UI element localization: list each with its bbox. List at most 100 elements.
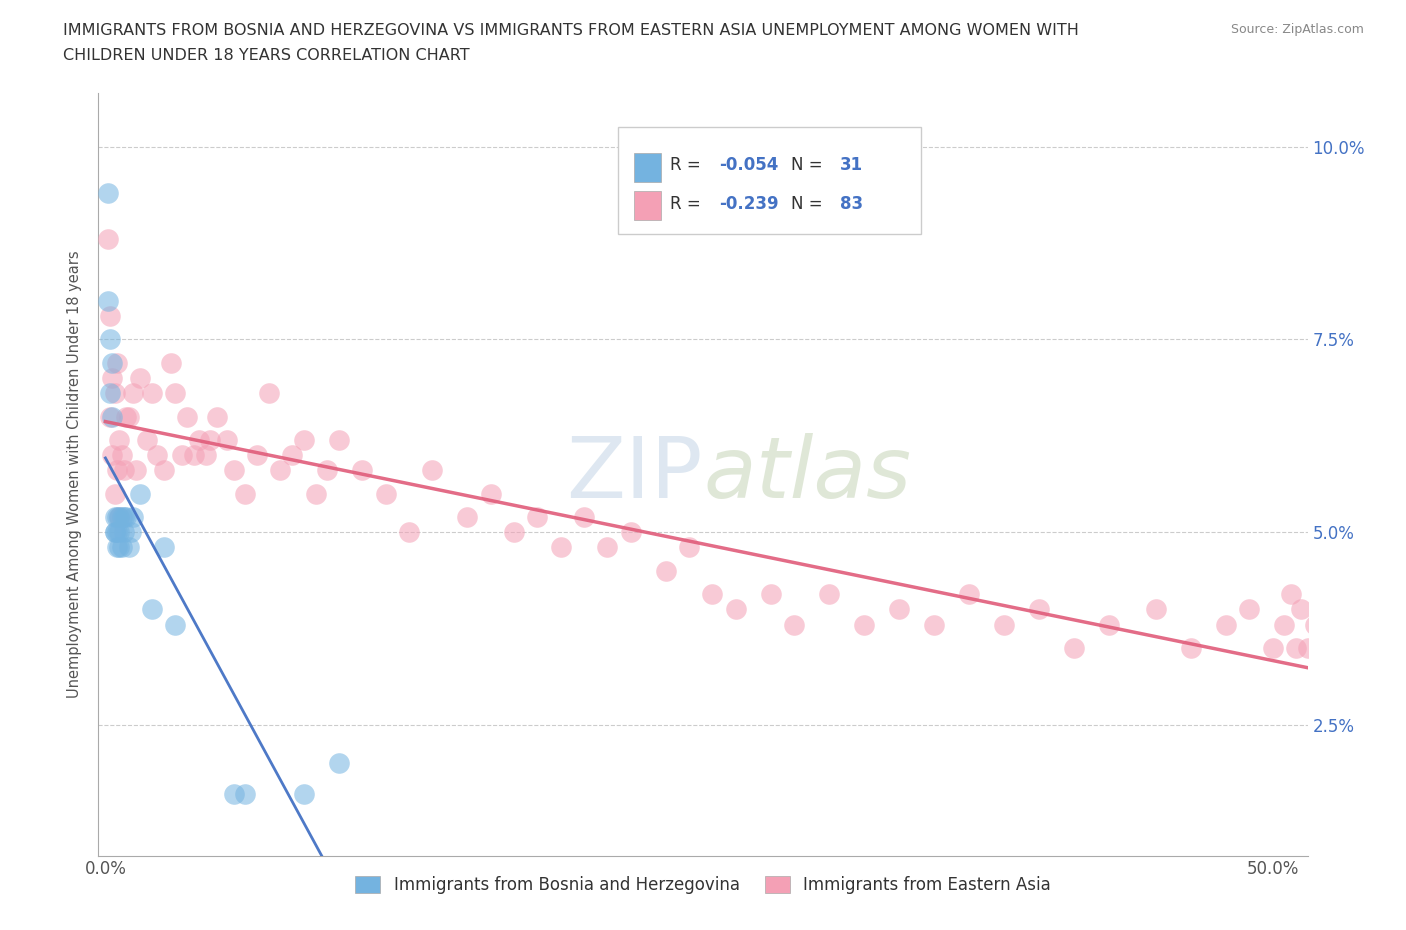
Point xyxy=(1098,618,1121,632)
Point xyxy=(101,370,124,385)
Point xyxy=(1180,640,1202,655)
Point xyxy=(269,463,291,478)
Point xyxy=(105,355,128,370)
Point xyxy=(1303,618,1326,632)
Point xyxy=(152,540,174,555)
Text: -0.239: -0.239 xyxy=(718,194,779,213)
Text: IMMIGRANTS FROM BOSNIA AND HERZEGOVINA VS IMMIGRANTS FROM EASTERN ASIA UNEMPLOYM: IMMIGRANTS FROM BOSNIA AND HERZEGOVINA V… xyxy=(63,23,1080,38)
Point xyxy=(165,386,187,401)
Point xyxy=(104,525,127,539)
Point xyxy=(328,432,350,447)
Point xyxy=(194,447,217,462)
Point xyxy=(1144,602,1167,617)
Point xyxy=(159,355,181,370)
Point xyxy=(1028,602,1050,617)
Point xyxy=(136,432,159,447)
Point xyxy=(98,332,121,347)
Point xyxy=(1317,717,1340,732)
Point xyxy=(125,463,148,478)
Point xyxy=(105,463,128,478)
Point xyxy=(957,586,980,601)
Point xyxy=(101,409,124,424)
FancyBboxPatch shape xyxy=(634,153,661,182)
Point xyxy=(141,602,163,617)
Text: atlas: atlas xyxy=(703,432,911,516)
Point xyxy=(1289,602,1312,617)
Point xyxy=(550,540,572,555)
Point xyxy=(118,540,141,555)
Point xyxy=(108,525,131,539)
Point xyxy=(1279,586,1302,601)
Point xyxy=(1296,640,1319,655)
Point xyxy=(122,510,145,525)
Point xyxy=(352,463,374,478)
Point xyxy=(172,447,194,462)
Point xyxy=(111,510,134,525)
Point xyxy=(304,486,326,501)
Point xyxy=(97,186,120,201)
Point xyxy=(108,510,131,525)
Point xyxy=(97,294,120,309)
Point xyxy=(108,432,131,447)
Point xyxy=(108,510,131,525)
Point xyxy=(1237,602,1260,617)
Point xyxy=(1261,640,1284,655)
Point xyxy=(922,618,945,632)
Point xyxy=(129,370,152,385)
Point xyxy=(183,447,205,462)
Point xyxy=(98,409,121,424)
Point xyxy=(112,525,135,539)
Point xyxy=(111,447,134,462)
Point xyxy=(235,787,257,802)
Point xyxy=(120,525,142,539)
Point xyxy=(200,432,222,447)
Point xyxy=(104,386,127,401)
Point xyxy=(104,525,127,539)
Point xyxy=(724,602,747,617)
Point xyxy=(281,447,304,462)
Point xyxy=(165,618,187,632)
Point xyxy=(702,586,724,601)
Point xyxy=(141,386,163,401)
Point xyxy=(108,540,131,555)
Point xyxy=(207,409,229,424)
Point xyxy=(292,432,315,447)
Point xyxy=(97,232,120,246)
Point xyxy=(620,525,643,539)
Point xyxy=(678,540,700,555)
Point xyxy=(176,409,198,424)
Point xyxy=(316,463,339,478)
Point xyxy=(105,540,128,555)
Point xyxy=(398,525,420,539)
Text: 31: 31 xyxy=(839,156,863,175)
Text: 83: 83 xyxy=(839,194,863,213)
Point xyxy=(479,486,502,501)
Point xyxy=(1215,618,1237,632)
Point xyxy=(1308,663,1330,678)
Point xyxy=(104,510,127,525)
Point xyxy=(115,510,138,525)
Point xyxy=(246,447,269,462)
Point xyxy=(111,540,134,555)
Point xyxy=(215,432,238,447)
Point xyxy=(187,432,209,447)
Text: N =: N = xyxy=(792,156,828,175)
Point xyxy=(104,486,127,501)
Text: ZIP: ZIP xyxy=(567,432,703,516)
Text: R =: R = xyxy=(671,156,706,175)
Point xyxy=(105,525,128,539)
Point xyxy=(105,510,128,525)
Point xyxy=(98,386,121,401)
Point xyxy=(596,540,619,555)
Point xyxy=(420,463,443,478)
Point xyxy=(152,463,174,478)
Point xyxy=(328,756,350,771)
Point xyxy=(503,525,526,539)
Point xyxy=(101,355,124,370)
Point xyxy=(257,386,280,401)
Point xyxy=(235,486,257,501)
Point xyxy=(222,787,245,802)
Point xyxy=(853,618,876,632)
Point xyxy=(118,409,141,424)
Point xyxy=(759,586,782,601)
